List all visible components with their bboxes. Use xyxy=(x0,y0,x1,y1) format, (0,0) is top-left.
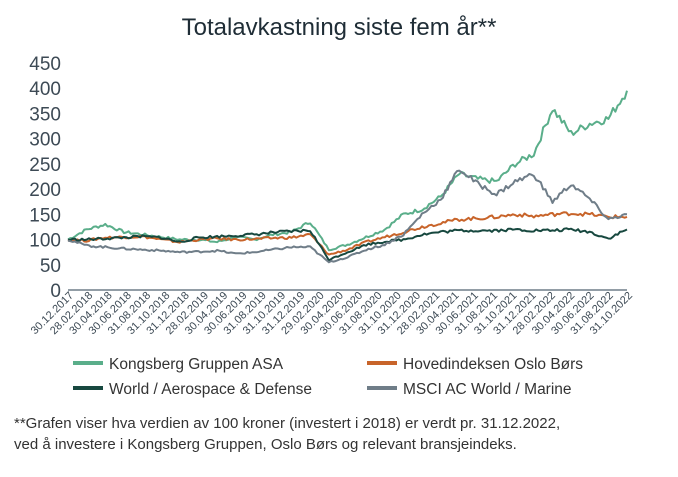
y-tick-label: 100 xyxy=(29,231,61,252)
footnote-line: ved å investere i Kongsberg Gruppen, Osl… xyxy=(14,436,517,453)
series-line-0 xyxy=(67,90,628,252)
y-tick-label: 250 xyxy=(29,155,61,176)
y-tick-label: 50 xyxy=(40,256,61,277)
legend-swatch xyxy=(367,360,397,365)
y-tick-label: 400 xyxy=(29,79,61,100)
legend-label: MSCI AC World / Marine xyxy=(403,381,572,398)
chart-title: Totalavkastning siste fem år** xyxy=(181,14,497,41)
legend-label: Hovedindeksen Oslo Børs xyxy=(403,356,584,373)
legend-item-aerospace: World / Aerospace & Defense xyxy=(73,381,312,399)
y-tick-label: 300 xyxy=(29,130,61,151)
series-line-3 xyxy=(67,169,628,264)
footnote: **Grafen viser hva verdien av 100 kroner… xyxy=(14,413,669,455)
series-line-1 xyxy=(67,211,628,256)
y-tick-label: 0 xyxy=(50,281,61,302)
footnote-line: **Grafen viser hva verdien av 100 kroner… xyxy=(14,415,561,432)
y-tick-label: 450 xyxy=(29,54,61,75)
legend-swatch xyxy=(367,385,397,390)
legend-item-marine: MSCI AC World / Marine xyxy=(367,381,572,399)
y-tick-label: 350 xyxy=(29,104,61,125)
legend-label: Kongsberg Gruppen ASA xyxy=(109,356,284,373)
y-tick-label: 200 xyxy=(29,180,61,201)
y-tick-label: 150 xyxy=(29,205,61,226)
legend-label: World / Aerospace & Defense xyxy=(109,381,313,398)
legend-swatch xyxy=(73,385,103,390)
legend-item-oslo-bors: Hovedindeksen Oslo Børs xyxy=(367,356,583,374)
series-line-2 xyxy=(67,227,628,262)
legend-item-kongsberg: Kongsberg Gruppen ASA xyxy=(73,356,283,374)
legend-swatch xyxy=(73,360,103,365)
